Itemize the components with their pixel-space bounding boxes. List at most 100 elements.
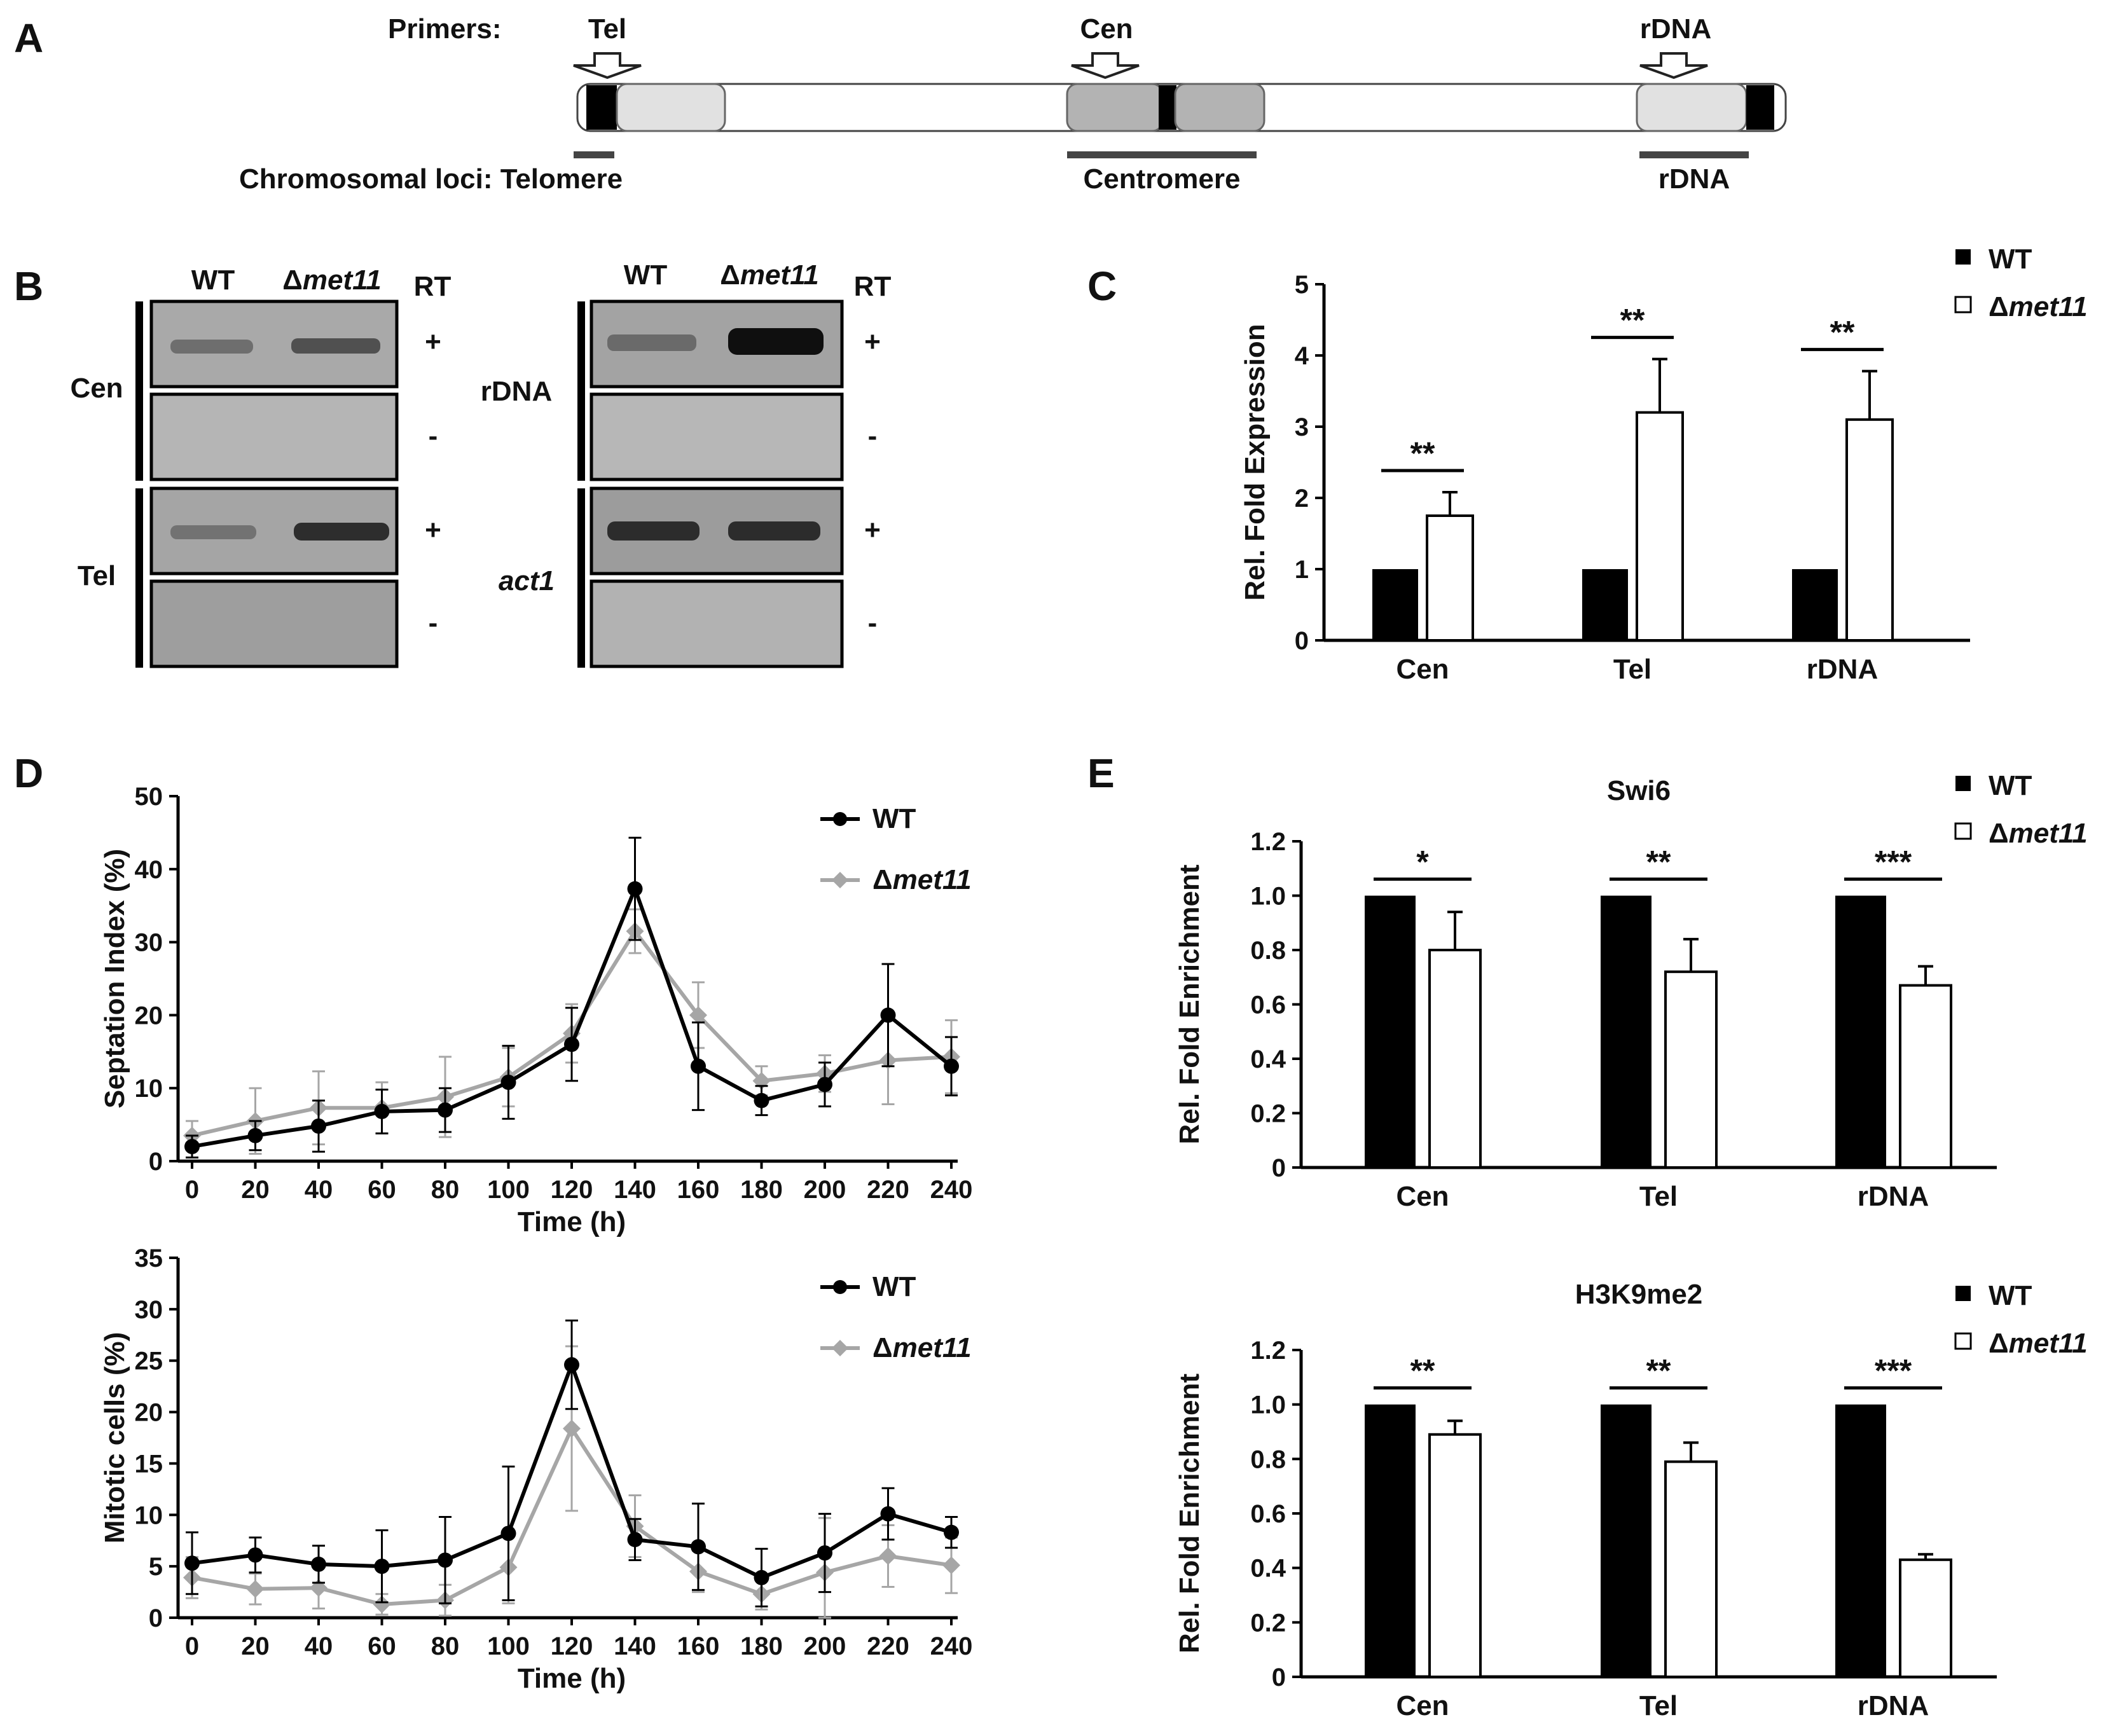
y-tick-label: 30 bbox=[135, 929, 163, 957]
data-point-wt bbox=[438, 1552, 453, 1568]
x-tick-label: 240 bbox=[930, 1176, 973, 1204]
y-tick-label: 0.6 bbox=[1250, 991, 1286, 1019]
mutant-name: met11 bbox=[893, 864, 972, 895]
subtelomere-left-region bbox=[616, 83, 726, 132]
y-tick-label: 10 bbox=[135, 1501, 163, 1529]
legend-wt-swatch bbox=[1955, 249, 1971, 265]
mutant-name: met11 bbox=[2009, 291, 2088, 322]
legend-mutant-swatch bbox=[1954, 296, 1972, 313]
primer-cen-label: Cen bbox=[1080, 13, 1133, 45]
data-point-wt bbox=[500, 1075, 516, 1091]
y-tick-label: 5 bbox=[149, 1553, 163, 1581]
data-point-wt bbox=[627, 1532, 643, 1548]
x-tick-label: 20 bbox=[241, 1176, 270, 1204]
gel-act1-rt-minus bbox=[590, 579, 844, 668]
gel-band bbox=[294, 523, 389, 541]
y-tick-label: 0.2 bbox=[1250, 1609, 1286, 1637]
bar-mutant bbox=[1426, 514, 1474, 642]
x-category-label: Tel bbox=[1613, 654, 1651, 685]
x-tick-label: 80 bbox=[431, 1632, 460, 1660]
gel-band bbox=[607, 521, 700, 541]
legend-wt-marker bbox=[833, 1280, 847, 1294]
bar-mutant bbox=[1636, 411, 1684, 642]
legend-mutant-label: Δmet11 bbox=[872, 1332, 972, 1363]
y-tick-label: 4 bbox=[1295, 342, 1309, 370]
x-tick-label: 100 bbox=[487, 1632, 530, 1660]
primer-rdna-label: rDNA bbox=[1640, 13, 1711, 45]
y-tick-label: 1.2 bbox=[1250, 1337, 1286, 1365]
x-tick-label: 40 bbox=[305, 1632, 333, 1660]
data-point-wt bbox=[944, 1524, 959, 1540]
data-point-wt bbox=[564, 1357, 579, 1373]
x-tick-label: 60 bbox=[368, 1176, 396, 1204]
gel-band bbox=[607, 334, 696, 351]
x-category-label: Cen bbox=[1396, 1181, 1449, 1212]
x-tick-label: 200 bbox=[804, 1632, 846, 1660]
gel-cen-rt-minus bbox=[149, 392, 399, 481]
legend-mutant-label: Δmet11 bbox=[1989, 1328, 2088, 1359]
legend-wt-swatch bbox=[1955, 776, 1971, 791]
gel-left-cen-plus: + bbox=[425, 326, 441, 357]
bar-wt bbox=[1365, 1404, 1416, 1677]
bar-wt bbox=[1601, 895, 1651, 1168]
legend-mutant-marker bbox=[832, 1340, 848, 1356]
delta-symbol: Δ bbox=[872, 1332, 893, 1363]
bar-mutant bbox=[1664, 970, 1718, 1169]
bar-mutant bbox=[1845, 418, 1894, 642]
legend-wt-label: WT bbox=[872, 803, 916, 834]
x-tick-label: 240 bbox=[930, 1632, 973, 1660]
centromere-core-block bbox=[1159, 85, 1176, 130]
x-tick-label: 200 bbox=[804, 1176, 846, 1204]
significance-stars: ** bbox=[1830, 315, 1855, 350]
data-point-wt bbox=[247, 1547, 263, 1563]
y-tick-label: 0 bbox=[149, 1148, 163, 1176]
data-point-wt bbox=[944, 1058, 959, 1074]
gel-right-act1-plus: + bbox=[864, 514, 881, 546]
data-point-wt bbox=[880, 1007, 896, 1023]
y-tick-label: 25 bbox=[135, 1347, 163, 1375]
bar-mutant bbox=[1428, 1433, 1482, 1679]
x-tick-label: 180 bbox=[740, 1176, 783, 1204]
data-point-mutant bbox=[563, 1419, 581, 1438]
y-tick-label: 30 bbox=[135, 1296, 163, 1324]
gel-right-rt-header: RT bbox=[854, 271, 892, 302]
panel-c-chart: 0 1 2 3 4 5 Rel. Fold Expression ** Cen ** Tel ** rD… bbox=[1239, 244, 2088, 685]
primer-rdna-arrow-icon bbox=[1639, 52, 1708, 79]
y-tick-label: 35 bbox=[135, 1244, 163, 1272]
legend-wt-marker bbox=[833, 812, 847, 826]
x-category-label: rDNA bbox=[1807, 654, 1878, 685]
gel-left-tel-plus: + bbox=[425, 514, 441, 546]
significance-stars: ** bbox=[1646, 1353, 1671, 1389]
y-tick-label: 0.8 bbox=[1250, 1445, 1286, 1473]
legend-wt-label: WT bbox=[872, 1271, 916, 1302]
x-tick-label: 40 bbox=[305, 1176, 333, 1204]
panel-e-letter: E bbox=[1087, 750, 1115, 796]
y-axis-label: Rel. Fold Enrichment bbox=[1174, 864, 1205, 1144]
data-point-wt bbox=[247, 1127, 263, 1143]
significance-stars: *** bbox=[1875, 844, 1912, 880]
delta-symbol: Δ bbox=[872, 864, 893, 895]
gel-right-act1-minus: - bbox=[868, 607, 878, 638]
gel-right-rdna-label: rDNA bbox=[481, 376, 552, 407]
y-tick-label: 40 bbox=[135, 856, 163, 884]
data-point-wt bbox=[311, 1556, 326, 1572]
x-category-label: rDNA bbox=[1858, 1690, 1929, 1721]
panel-e-h3k9me2-chart: 0 0.2 0.4 0.6 0.8 1.0 1.2 Rel. Fold Enrichment H… bbox=[1174, 1279, 2088, 1721]
x-tick-label: 120 bbox=[551, 1176, 593, 1204]
panel-a-letter: A bbox=[14, 15, 43, 61]
y-tick-label: 15 bbox=[135, 1450, 163, 1478]
legend-mutant-marker bbox=[832, 872, 848, 888]
x-tick-label: 160 bbox=[677, 1632, 720, 1660]
gel-left-cen-label: Cen bbox=[70, 373, 123, 404]
x-tick-label: 140 bbox=[614, 1176, 656, 1204]
delta-symbol: Δ bbox=[1989, 291, 2009, 322]
y-tick-label: 5 bbox=[1295, 271, 1309, 299]
bar-wt bbox=[1372, 569, 1418, 640]
legend-wt-swatch bbox=[1955, 1286, 1971, 1301]
gel-right-mutant-header: Δmet11 bbox=[720, 259, 819, 291]
primer-tel-arrow-icon bbox=[573, 52, 642, 79]
x-tick-label: 160 bbox=[677, 1176, 720, 1204]
data-point-mutant bbox=[942, 1556, 960, 1574]
panel-c-letter: C bbox=[1087, 263, 1117, 309]
